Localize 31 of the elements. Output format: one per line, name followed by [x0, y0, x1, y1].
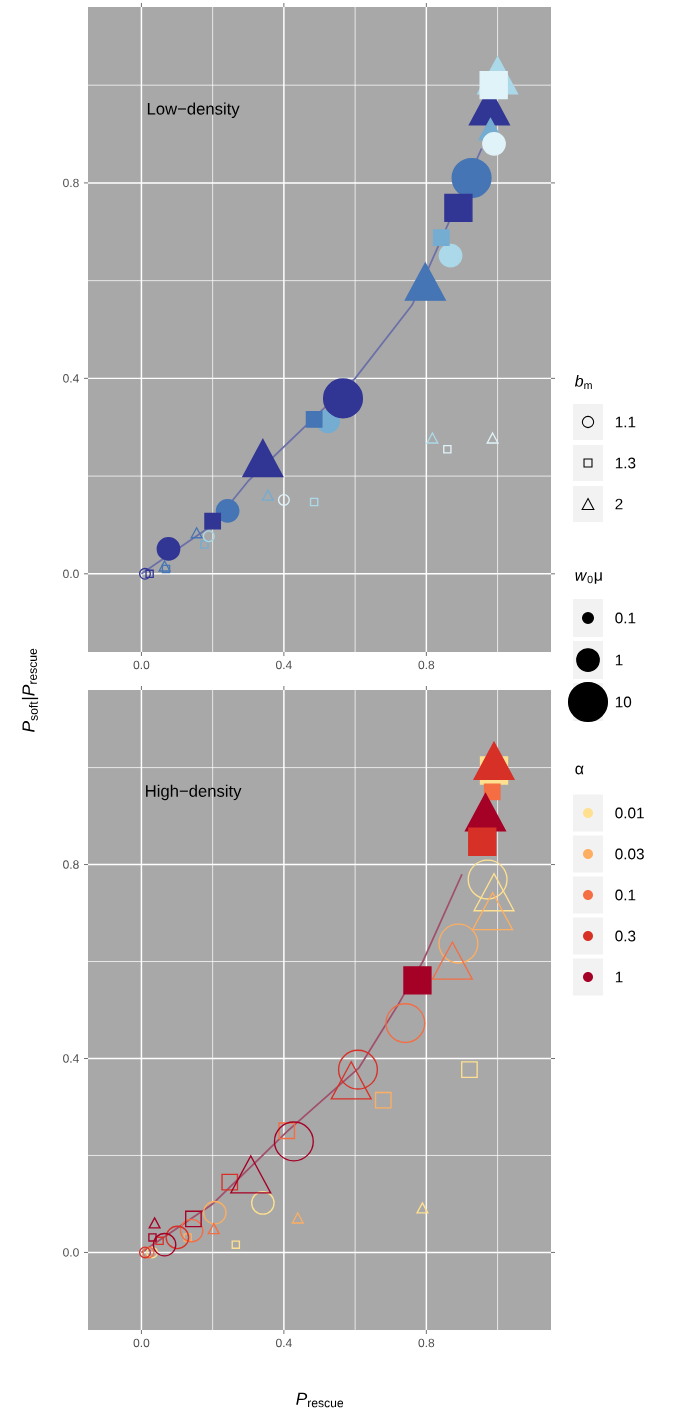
y-tick-label: 0.8 — [63, 178, 79, 188]
x-axis-title: P$_{rescue}$ — [296, 1392, 344, 1408]
text: 0.03 — [615, 848, 644, 860]
text: b$_{m}$ — [574, 375, 592, 389]
annotation: High−density — [146, 784, 242, 801]
text: 1 — [615, 971, 623, 983]
text: 0.01 — [615, 807, 644, 819]
text: α — [575, 765, 584, 775]
x-tick-label: 0.4 — [276, 1338, 292, 1348]
text: 1.3 — [615, 457, 636, 469]
x-tick-label: 0.0 — [133, 1338, 150, 1348]
text: 0.3 — [615, 930, 636, 942]
text: w$_{0}$μ — [575, 572, 602, 584]
y-tick-label: 0.0 — [63, 569, 79, 579]
text: 0.1 — [615, 889, 636, 901]
annotation: Low−density — [147, 102, 240, 118]
y-tick-label: 0.8 — [63, 860, 79, 869]
x-tick-label: 0.8 — [418, 660, 435, 670]
y-axis-title: P$_{soft}$|P$_{rescue}$ — [21, 648, 39, 732]
y-tick-label: 0.4 — [63, 374, 79, 383]
x-tick-label: 0.4 — [276, 660, 292, 670]
legend-label: 1 — [615, 654, 623, 666]
x-tick-label: 0.0 — [133, 660, 150, 670]
x-tick-label: 0.8 — [418, 1338, 435, 1348]
text: 1.1 — [615, 416, 636, 428]
legend-label: 10 — [615, 696, 632, 708]
y-tick-label: 0.0 — [63, 1248, 79, 1257]
text: 2 — [615, 498, 623, 510]
y-tick-label: 0.4 — [63, 1054, 79, 1063]
legend-label: 0.1 — [615, 612, 636, 624]
line-series — [140, 873, 463, 1254]
